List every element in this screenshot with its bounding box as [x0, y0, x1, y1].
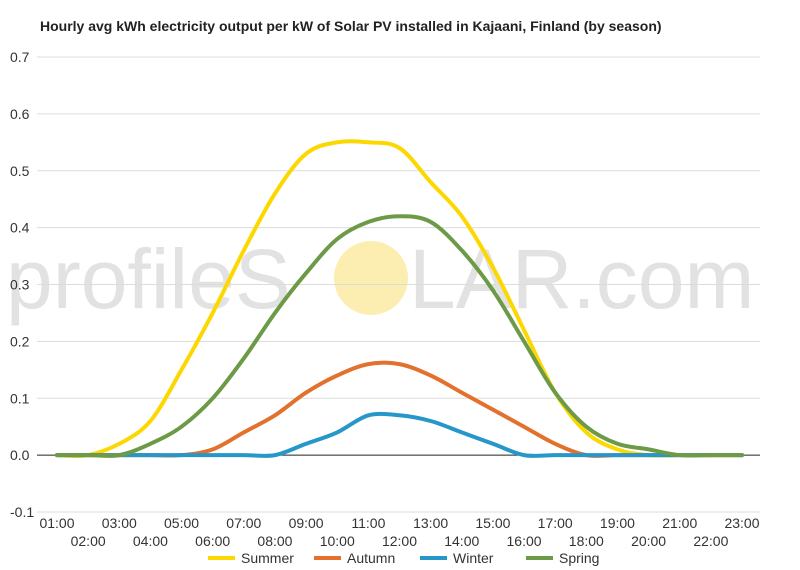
x-tick-label: 09:00 — [289, 515, 324, 531]
y-tick-label: 0.0 — [10, 447, 30, 463]
y-axis-ticks: -0.1 0.0 0.1 0.2 0.3 0.4 0.5 0.6 0.7 — [10, 49, 34, 520]
watermark: profileS LAR.com — [6, 232, 754, 326]
legend-label-autumn: Autumn — [347, 550, 395, 566]
x-tick-label: 14:00 — [444, 533, 479, 549]
y-tick-label: 0.2 — [10, 333, 30, 349]
series-line-spring — [55, 214, 744, 458]
series-lines — [55, 139, 744, 458]
x-tick-label: 23:00 — [724, 515, 759, 531]
x-tick-label: 01:00 — [39, 515, 74, 531]
legend-label-spring: Spring — [559, 550, 599, 566]
y-tick-label: 0.6 — [10, 106, 30, 122]
x-tick-label: 21:00 — [662, 515, 697, 531]
y-tick-label: 0.5 — [10, 163, 30, 179]
x-tick-label: 16:00 — [507, 533, 542, 549]
x-tick-label: 08:00 — [257, 533, 292, 549]
x-tick-label: 11:00 — [351, 515, 385, 531]
series-line-winter — [55, 411, 744, 458]
y-tick-label: 0.7 — [10, 49, 30, 65]
x-tick-label: 06:00 — [195, 533, 230, 549]
x-tick-label: 20:00 — [631, 533, 666, 549]
y-tick-label: -0.1 — [10, 504, 34, 520]
y-tick-label: 0.1 — [10, 390, 30, 406]
x-tick-label: 15:00 — [475, 515, 510, 531]
x-axis-ticks: 01:00 02:00 03:00 04:00 05:00 06:00 07:00 08:00… — [39, 515, 759, 549]
gridlines — [37, 56, 760, 513]
x-tick-label: 12:00 — [382, 533, 417, 549]
y-tick-label: 0.3 — [10, 277, 30, 293]
x-tick-label: 22:00 — [693, 533, 728, 549]
x-tick-label: 03:00 — [102, 515, 137, 531]
x-tick-label: 02:00 — [71, 533, 106, 549]
x-tick-label: 17:00 — [538, 515, 573, 531]
legend-label-summer: Summer — [241, 550, 294, 566]
x-tick-label: 05:00 — [164, 515, 199, 531]
y-tick-label: 0.4 — [10, 220, 30, 236]
x-tick-label: 13:00 — [413, 515, 448, 531]
x-tick-label: 07:00 — [226, 515, 261, 531]
x-tick-label: 18:00 — [569, 533, 604, 549]
watermark-sun-icon — [334, 241, 408, 315]
chart-title: Hourly avg kWh electricity output per kW… — [40, 18, 662, 34]
x-tick-label: 19:00 — [600, 515, 635, 531]
legend: Summer Autumn Winter Spring — [208, 550, 599, 566]
series-line-summer — [55, 139, 744, 458]
x-tick-label: 10:00 — [320, 533, 355, 549]
x-tick-label: 04:00 — [133, 533, 168, 549]
watermark-text-right: LAR.com — [409, 232, 754, 326]
legend-label-winter: Winter — [453, 550, 494, 566]
